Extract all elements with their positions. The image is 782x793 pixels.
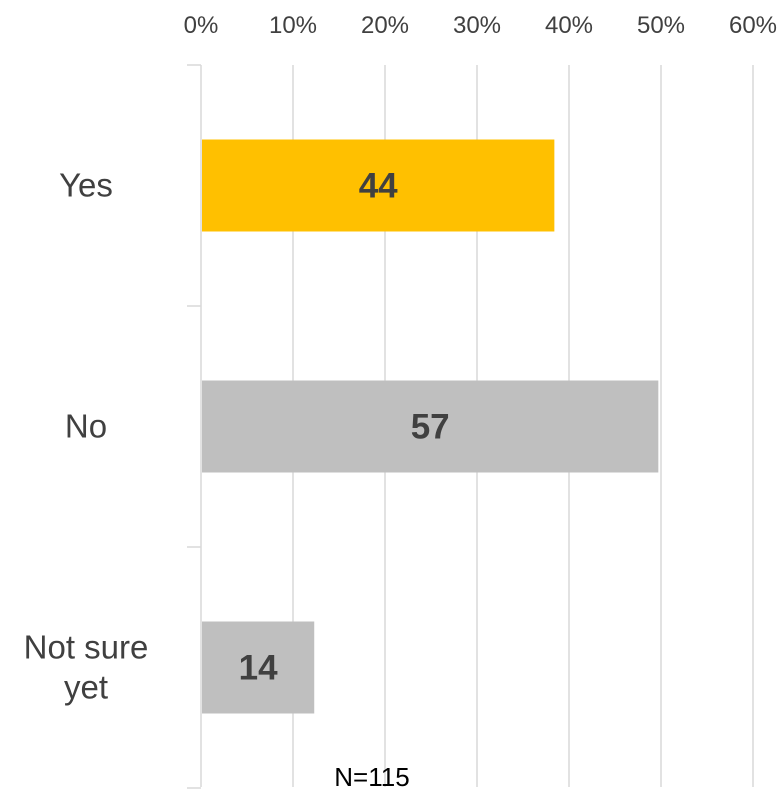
x-tick-label: 50% <box>637 12 685 39</box>
data-label: 57 <box>411 408 450 447</box>
category-label-line: Not sure <box>24 629 149 666</box>
data-labels: 44 57 14 <box>239 167 450 688</box>
category-label-line: Yes <box>59 167 113 204</box>
category-label-line: yet <box>64 669 108 706</box>
bars <box>202 139 659 714</box>
x-tick-label: 60% <box>729 12 777 39</box>
sample-size-note: N=115 <box>334 762 409 792</box>
data-label: 44 <box>359 167 398 206</box>
category-label: No <box>65 408 107 445</box>
category-labels: Yes No Not sure yet <box>24 167 149 706</box>
x-tick-label: 10% <box>269 12 317 39</box>
x-tick-label: 40% <box>545 12 593 39</box>
x-tick-label: 0% <box>184 12 219 39</box>
x-tick-label: 30% <box>453 12 501 39</box>
data-label: 14 <box>239 649 278 688</box>
x-tick-label: 20% <box>361 12 409 39</box>
bar <box>202 139 555 232</box>
category-label: Not sure yet <box>24 629 149 706</box>
category-label: Yes <box>59 167 113 204</box>
category-label-line: No <box>65 408 107 445</box>
bar <box>202 380 659 473</box>
bar <box>202 621 315 714</box>
x-axis-ticks: 0% 10% 20% 30% 40% 50% 60% <box>184 12 777 39</box>
category-axis <box>187 64 202 789</box>
